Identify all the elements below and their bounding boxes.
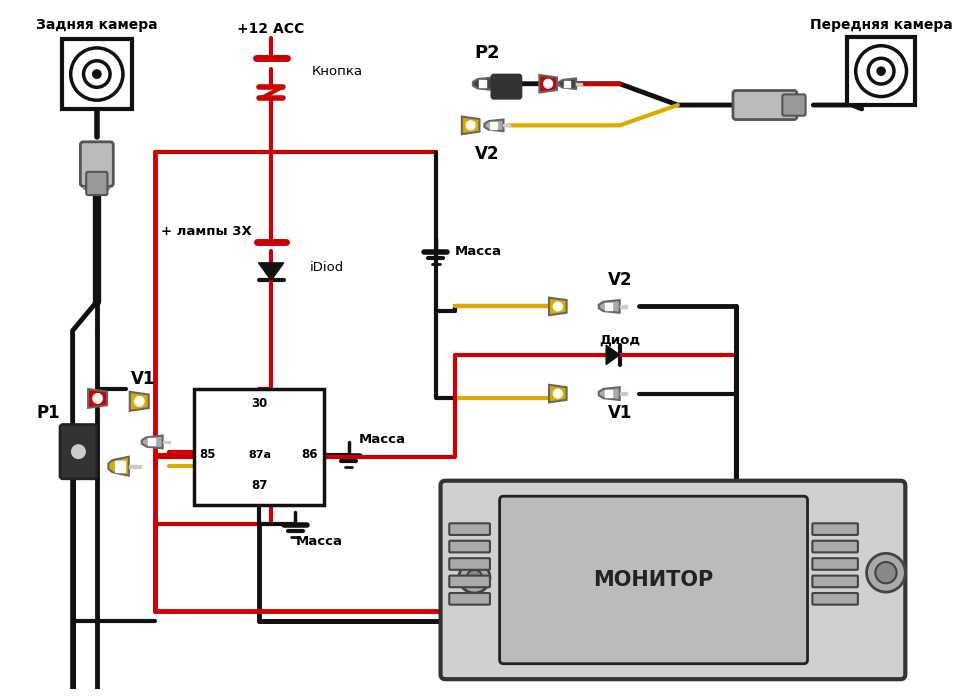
Polygon shape <box>599 387 620 400</box>
Text: +12 ACC: +12 ACC <box>237 22 304 36</box>
Circle shape <box>71 48 123 100</box>
Polygon shape <box>88 389 108 408</box>
Bar <box>194 389 324 505</box>
Circle shape <box>876 562 897 583</box>
Circle shape <box>134 397 144 406</box>
FancyBboxPatch shape <box>782 94 805 116</box>
Circle shape <box>877 67 885 75</box>
FancyBboxPatch shape <box>60 425 97 479</box>
Bar <box>162 441 170 443</box>
Circle shape <box>93 393 103 403</box>
Bar <box>490 122 496 129</box>
Bar <box>576 83 582 85</box>
Polygon shape <box>606 345 620 365</box>
Circle shape <box>553 389 563 398</box>
Text: V1: V1 <box>608 404 632 422</box>
Bar <box>605 303 612 310</box>
Circle shape <box>855 46 906 97</box>
FancyBboxPatch shape <box>449 524 490 535</box>
Text: V2: V2 <box>474 146 499 163</box>
Circle shape <box>867 553 905 592</box>
Circle shape <box>868 58 894 84</box>
FancyBboxPatch shape <box>492 75 521 98</box>
Text: Кнопка: Кнопка <box>312 64 363 78</box>
FancyBboxPatch shape <box>449 540 490 552</box>
Text: 87a: 87a <box>248 449 271 460</box>
Polygon shape <box>599 300 620 313</box>
Text: Задняя камера: Задняя камера <box>36 18 157 32</box>
Text: + лампы 3X: + лампы 3X <box>161 225 252 239</box>
Polygon shape <box>258 263 284 280</box>
Text: P1: P1 <box>36 404 60 422</box>
FancyBboxPatch shape <box>812 524 858 535</box>
Text: P2: P2 <box>474 43 500 62</box>
Bar <box>479 80 487 88</box>
Bar <box>62 39 132 109</box>
Circle shape <box>72 445 85 458</box>
FancyBboxPatch shape <box>449 558 490 570</box>
Text: Масса: Масса <box>296 536 343 548</box>
Polygon shape <box>130 392 149 411</box>
Circle shape <box>467 121 475 130</box>
FancyBboxPatch shape <box>812 593 858 605</box>
Text: 86: 86 <box>301 448 318 461</box>
Text: 87: 87 <box>252 479 268 492</box>
Bar <box>605 390 612 397</box>
Text: Передняя камера: Передняя камера <box>809 18 952 32</box>
Text: Масса: Масса <box>455 245 502 258</box>
Polygon shape <box>142 435 162 449</box>
Text: Диод: Диод <box>599 334 640 346</box>
FancyBboxPatch shape <box>449 593 490 605</box>
Bar <box>115 461 125 472</box>
Polygon shape <box>549 298 566 315</box>
Text: V2: V2 <box>608 272 632 289</box>
Circle shape <box>543 79 553 88</box>
Polygon shape <box>485 120 503 131</box>
Bar <box>620 393 627 395</box>
Polygon shape <box>108 456 129 476</box>
FancyBboxPatch shape <box>812 575 858 587</box>
Bar <box>503 125 510 127</box>
Bar <box>620 305 627 307</box>
Text: iDiod: iDiod <box>310 261 344 274</box>
FancyBboxPatch shape <box>812 558 858 570</box>
Bar <box>848 37 915 105</box>
Bar <box>493 83 501 85</box>
Polygon shape <box>462 117 479 134</box>
FancyBboxPatch shape <box>812 540 858 552</box>
Bar <box>564 80 570 87</box>
Bar <box>148 438 156 445</box>
FancyBboxPatch shape <box>733 90 797 120</box>
FancyBboxPatch shape <box>81 142 113 186</box>
Text: МОНИТОР: МОНИТОР <box>593 570 713 590</box>
Circle shape <box>93 70 101 78</box>
Polygon shape <box>540 75 557 92</box>
Circle shape <box>459 562 490 593</box>
Polygon shape <box>473 77 493 90</box>
Text: 85: 85 <box>199 448 215 461</box>
Text: Масса: Масса <box>358 433 405 446</box>
Circle shape <box>553 302 563 311</box>
FancyBboxPatch shape <box>499 496 807 664</box>
Circle shape <box>84 61 110 88</box>
FancyBboxPatch shape <box>86 172 108 195</box>
Text: 30: 30 <box>252 397 268 410</box>
FancyBboxPatch shape <box>441 481 905 679</box>
Text: V1: V1 <box>132 370 156 388</box>
Circle shape <box>467 570 482 585</box>
FancyBboxPatch shape <box>449 575 490 587</box>
Polygon shape <box>549 385 566 402</box>
Bar <box>129 465 141 468</box>
Polygon shape <box>559 78 576 89</box>
